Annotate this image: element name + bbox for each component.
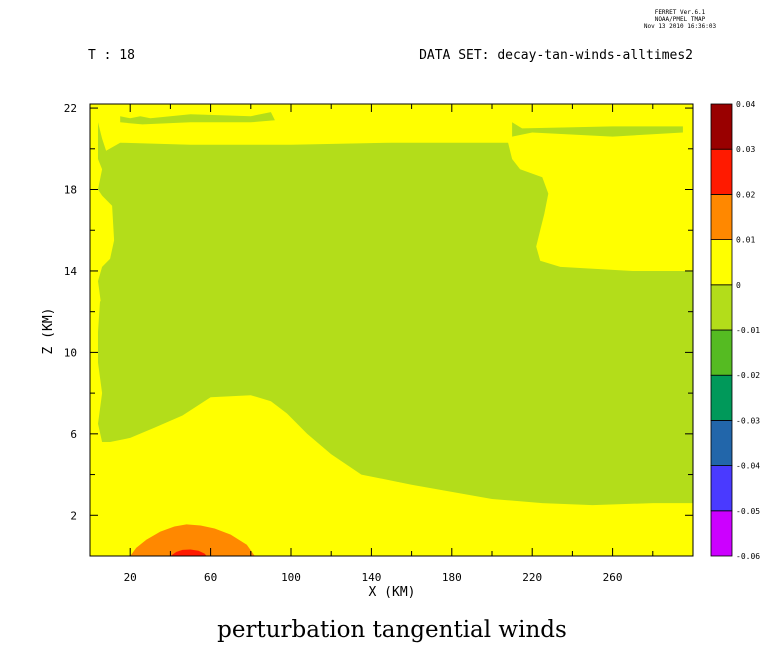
contour-strip-right bbox=[512, 122, 683, 137]
colorbar-label: -0.03 bbox=[736, 416, 760, 425]
colorbar-swatch bbox=[710, 419, 733, 466]
y-tick-label: 6 bbox=[70, 428, 77, 441]
x-tick-label: 260 bbox=[603, 571, 623, 584]
colorbar: -0.06 -0.05 -0.04 -0.03 -0.02 -0.01 0 0.01 0.02 0… bbox=[710, 100, 760, 561]
plot-frame bbox=[89, 103, 694, 557]
colorbar-label: 0.03 bbox=[736, 145, 755, 154]
y-tick-label: 14 bbox=[64, 265, 78, 278]
x-tick-label: 140 bbox=[361, 571, 381, 584]
colorbar-swatch bbox=[710, 103, 733, 150]
axes: 20 60 100 140 180 220 260 2 6 10 14 18 22 bbox=[64, 102, 694, 584]
colorbar-swatch bbox=[710, 193, 733, 240]
ferret-stamp: FERRET Ver.6.1 NOAA/PMEL TMAP Nov 13 201… bbox=[644, 9, 717, 30]
colorbar-label: -0.05 bbox=[736, 507, 760, 516]
heatmap-plot bbox=[90, 104, 693, 556]
y-axis-label: Z (KM) bbox=[41, 308, 56, 355]
contour-positive-0.01 bbox=[130, 524, 255, 556]
colorbar-label: 0.04 bbox=[736, 100, 755, 109]
x-axis-label: X (KM) bbox=[369, 585, 416, 600]
colorbar-swatch bbox=[710, 148, 733, 195]
x-tick-label: 180 bbox=[442, 571, 462, 584]
colorbar-label: 0.01 bbox=[736, 236, 755, 245]
colorbar-label: -0.06 bbox=[736, 552, 760, 561]
x-tick-label: 20 bbox=[124, 571, 137, 584]
colorbar-swatch bbox=[710, 465, 733, 512]
colorbar-label: 0.02 bbox=[736, 190, 755, 199]
contour-positive-0.02 bbox=[170, 549, 207, 556]
y-tick-label: 10 bbox=[64, 346, 77, 359]
dataset-label: DATA SET: decay-tan-winds-alltimes2 bbox=[419, 48, 693, 63]
y-tick-label: 22 bbox=[64, 102, 77, 115]
y-tick-label: 18 bbox=[64, 184, 77, 197]
contour-negative-region bbox=[98, 122, 693, 506]
colorbar-swatch bbox=[710, 374, 733, 421]
chart-title: perturbation tangential winds bbox=[217, 617, 567, 643]
colorbar-swatch bbox=[710, 239, 733, 286]
stamp-line-1: FERRET Ver.6.1 bbox=[655, 9, 706, 16]
colorbar-label: -0.02 bbox=[736, 371, 760, 380]
colorbar-swatch bbox=[710, 284, 733, 331]
x-tick-label: 220 bbox=[522, 571, 542, 584]
colorbar-swatch bbox=[710, 329, 733, 376]
x-tick-label: 60 bbox=[204, 571, 217, 584]
colorbar-label: -0.01 bbox=[736, 326, 760, 335]
x-tick-label: 100 bbox=[281, 571, 301, 584]
stamp-line-2: NOAA/PMEL TMAP bbox=[655, 16, 706, 23]
time-label: T : 18 bbox=[88, 48, 135, 63]
colorbar-swatch bbox=[710, 510, 733, 557]
colorbar-label: 0 bbox=[736, 281, 741, 290]
y-tick-label: 2 bbox=[70, 509, 77, 522]
colorbar-label: -0.04 bbox=[736, 462, 760, 471]
stamp-line-3: Nov 13 2010 16:36:03 bbox=[644, 23, 717, 30]
contour-strip-upper bbox=[120, 112, 275, 125]
